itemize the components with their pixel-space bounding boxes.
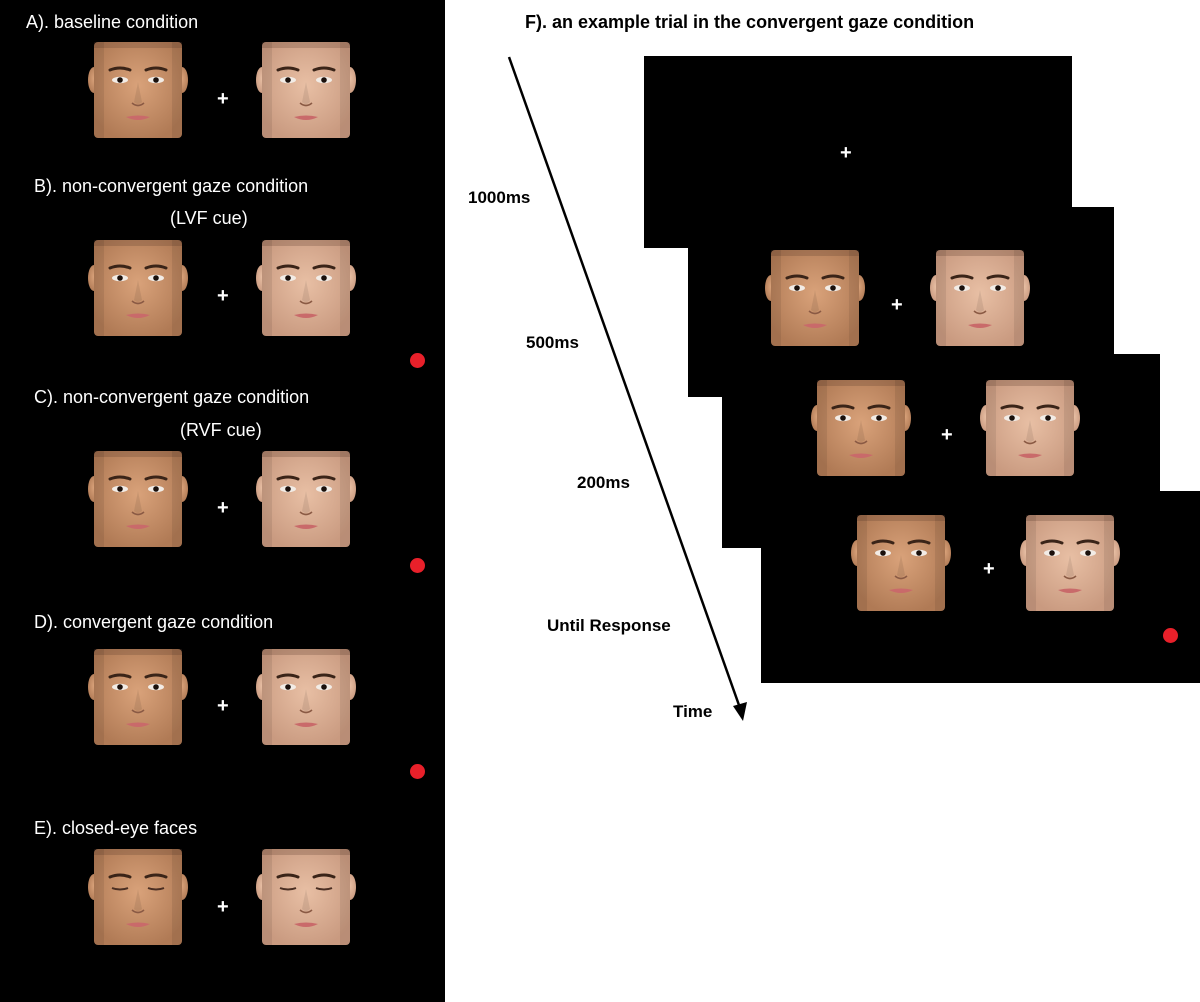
red-cue-dot xyxy=(410,558,425,573)
duration-label-1: 1000ms xyxy=(468,188,531,207)
face-image xyxy=(88,649,188,745)
condition-c-sublabel: (RVF cue) xyxy=(180,420,262,440)
face-image xyxy=(88,451,188,547)
trial-title: F). an example trial in the convergent g… xyxy=(525,12,975,32)
face-image xyxy=(256,42,356,138)
fixation-cross: + xyxy=(217,285,229,307)
duration-label-4: Until Response xyxy=(547,616,671,635)
face-image xyxy=(1020,515,1120,611)
face-image xyxy=(88,849,188,945)
fixation-cross: + xyxy=(891,294,903,316)
condition-a-label: A). baseline condition xyxy=(26,12,199,32)
face-image xyxy=(980,380,1080,476)
fixation-cross: + xyxy=(217,497,229,519)
condition-d-label: D). convergent gaze condition xyxy=(34,612,274,632)
condition-b-label: B). non-convergent gaze condition xyxy=(34,176,309,196)
fixation-cross: + xyxy=(217,896,229,918)
fixation-cross: + xyxy=(941,424,953,446)
red-cue-dot xyxy=(1163,628,1178,643)
time-axis-label: Time xyxy=(673,702,713,721)
face-image xyxy=(88,42,188,138)
face-image xyxy=(256,849,356,945)
condition-c-label: C). non-convergent gaze condition xyxy=(34,387,310,407)
condition-e-label: E). closed-eye faces xyxy=(34,818,198,838)
face-image xyxy=(88,240,188,336)
fixation-cross: + xyxy=(840,142,852,164)
duration-label-3: 200ms xyxy=(577,473,630,492)
condition-panel: A). baseline condition xyxy=(0,0,445,1002)
face-image xyxy=(851,515,951,611)
red-cue-dot xyxy=(410,353,425,368)
red-cue-dot xyxy=(410,764,425,779)
duration-label-2: 500ms xyxy=(526,333,579,352)
fixation-cross: + xyxy=(983,558,995,580)
face-image xyxy=(811,380,911,476)
face-image xyxy=(256,649,356,745)
fixation-cross: + xyxy=(217,88,229,110)
fixation-cross: + xyxy=(217,695,229,717)
face-image xyxy=(256,240,356,336)
trial-screen-4: + xyxy=(761,491,1200,683)
face-image xyxy=(765,250,865,346)
face-image xyxy=(256,451,356,547)
face-image xyxy=(930,250,1030,346)
condition-b-sublabel: (LVF cue) xyxy=(170,208,248,228)
